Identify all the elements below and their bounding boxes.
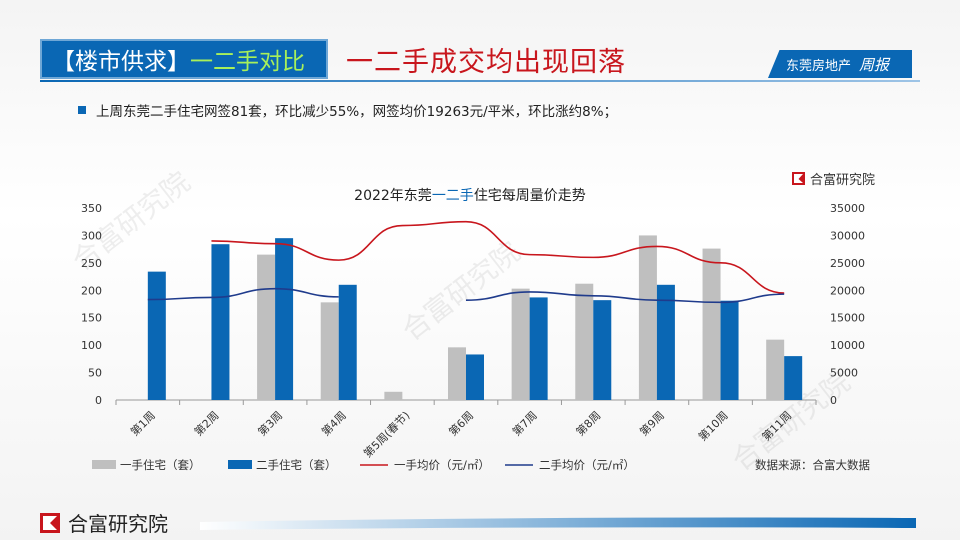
- y-left-tick-label: 0: [95, 394, 102, 407]
- legend-label: 二手均价（元/㎡）: [539, 458, 635, 472]
- x-tick-label: 第11周: [759, 408, 794, 443]
- bar-resale-home: [720, 300, 739, 400]
- chart-title: 2022年东莞一二手住宅每周量价走势: [354, 188, 586, 204]
- chart-title-part: 2022年东莞: [354, 188, 432, 204]
- y-left-tick-label: 100: [81, 339, 102, 352]
- footer-logo-icon: [40, 512, 60, 533]
- y-left-tick-label: 300: [81, 229, 102, 242]
- y-right-tick-label: 5000: [830, 367, 858, 380]
- bar-resale-home: [784, 356, 803, 400]
- bar-new-home: [638, 235, 657, 400]
- legend-label: 一手均价（元/㎡）: [394, 458, 490, 472]
- brand-badge-label: 东莞房地产: [786, 58, 852, 74]
- line-resale-price: [147, 287, 339, 301]
- x-tick-label: 第1周: [128, 408, 158, 438]
- x-tick-label: 第10周: [695, 408, 730, 443]
- legend-label: 一手住宅（套）: [120, 458, 201, 472]
- bar-resale-home: [593, 300, 612, 400]
- chart-bars: [147, 235, 803, 400]
- chart-brand: 合富研究院: [792, 172, 875, 188]
- bar-resale-home: [466, 354, 484, 400]
- bar-new-home: [575, 283, 594, 400]
- chart-legend: 一手住宅（套） 二手住宅（套） 一手均价（元/㎡） 二手均价（元/㎡）: [92, 458, 635, 472]
- chart-lines: [147, 220, 785, 304]
- bar-resale-home: [529, 297, 548, 400]
- bar-new-home: [448, 347, 466, 400]
- source-note: 数据来源：合富大数据: [755, 458, 870, 472]
- y-right-tick-label: 25000: [830, 257, 865, 270]
- y-right-tick-label: 0: [830, 394, 837, 407]
- summary-bullet: 上周东莞二手住宅网签81套，环比减少55%，网签均价19263元/平米，环比涨约…: [78, 100, 617, 120]
- line-new-home-price: [211, 220, 785, 294]
- legend-swatch: [92, 460, 116, 469]
- page-title: 一二手成交均出现回落: [346, 47, 626, 78]
- chart-x-labels: 第1周 第2周 第3周 第4周 第5周(春节) 第6周 第7周 第8周 第9周 第10周 第11周: [128, 408, 795, 460]
- summary-text: 上周东莞二手住宅网签81套，环比减少55%，网签均价19263元/平米，环比涨约…: [96, 104, 618, 120]
- section-tag-label: 【楼市供求】: [52, 49, 190, 75]
- bar-resale-home: [147, 271, 166, 400]
- footer-stripe: [200, 517, 916, 530]
- bar-new-home: [384, 391, 403, 400]
- x-tick-label: 第8周: [573, 408, 603, 438]
- y-left-tick-label: 350: [81, 202, 102, 215]
- bar-resale-home: [656, 284, 675, 400]
- line-resale-price: [465, 291, 785, 304]
- y-left-tick-label: 200: [81, 284, 102, 297]
- y-right-tick-label: 30000: [830, 229, 865, 242]
- brand-badge: 东莞房地产 周报: [768, 50, 912, 78]
- legend-swatch: [228, 460, 252, 469]
- x-tick-label: 第4周: [318, 408, 348, 438]
- chart-title-part: 住宅每周量价走势: [474, 188, 586, 204]
- y-left-tick-label: 50: [88, 367, 102, 380]
- bar-new-home: [257, 254, 276, 400]
- bar-resale-home: [338, 284, 357, 400]
- x-tick-label: 第6周: [446, 408, 476, 438]
- footer-brand: 合富研究院: [40, 508, 168, 537]
- x-tick-label: 第3周: [255, 408, 285, 438]
- footer-brand-label: 合富研究院: [68, 512, 168, 536]
- bullet-square-icon: [78, 106, 86, 114]
- header-divider: [40, 80, 920, 82]
- y-right-tick-label: 20000: [830, 284, 865, 297]
- bar-new-home: [766, 339, 785, 400]
- y-right-tick-label: 10000: [830, 339, 865, 352]
- x-tick-label: 第2周: [191, 408, 221, 438]
- bar-resale-home: [211, 244, 230, 400]
- chart-brand-logo-mark: [794, 174, 803, 183]
- section-tag-topic: 一二手对比: [190, 49, 305, 75]
- x-tick-label: 第7周: [509, 408, 539, 438]
- y-right-tick-label: 35000: [830, 202, 865, 215]
- section-tag: 【楼市供求】 一二手对比: [40, 39, 328, 79]
- y-left-tick-label: 250: [81, 257, 102, 270]
- chart-title-part: 一二手: [432, 188, 474, 204]
- bar-new-home: [320, 302, 339, 400]
- chart-brand-label: 合富研究院: [810, 172, 875, 188]
- brand-badge-script: 周报: [859, 55, 890, 74]
- chart-axes: 0 50 100 150 200 250 300 350 0 5000 10000 15000 2000…: [81, 202, 865, 407]
- legend-label: 二手住宅（套）: [256, 458, 337, 472]
- bar-new-home: [702, 248, 721, 400]
- y-right-tick-label: 15000: [830, 312, 865, 325]
- bar-resale-home: [275, 238, 294, 400]
- y-left-tick-label: 150: [81, 312, 102, 325]
- x-tick-label: 第5周(春节): [360, 408, 412, 460]
- bar-new-home: [511, 288, 530, 400]
- x-tick-label: 第9周: [637, 408, 667, 438]
